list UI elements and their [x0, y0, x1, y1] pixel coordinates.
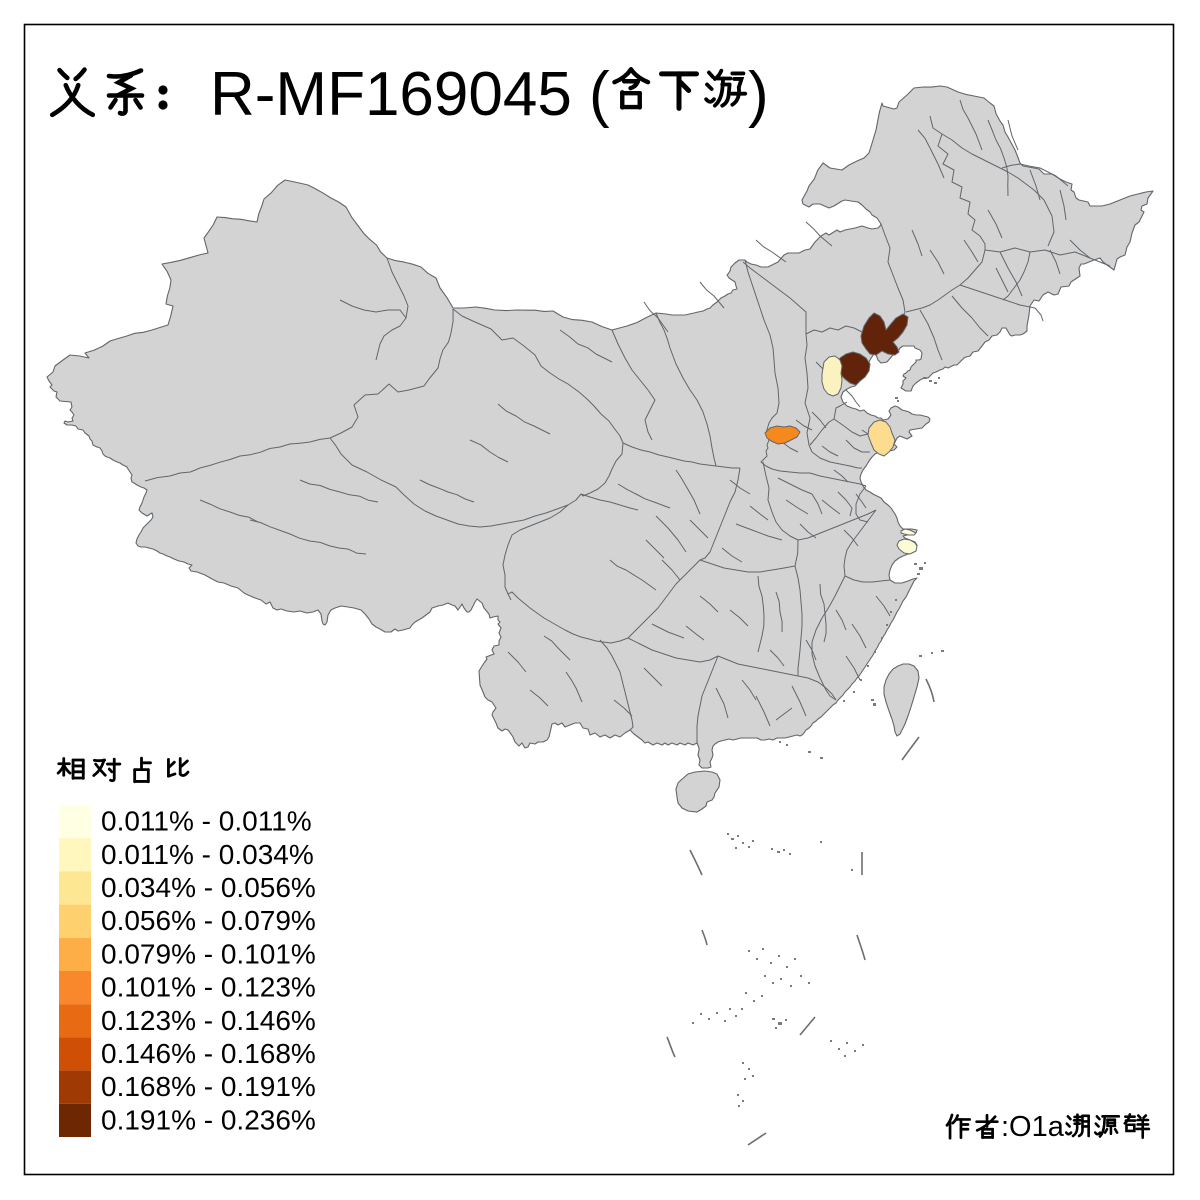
svg-text:0.056% - 0.079%: 0.056% - 0.079%: [101, 905, 316, 936]
svg-text:R-MF169045 (: R-MF169045 (: [210, 60, 610, 129]
svg-text:): ): [748, 60, 769, 129]
svg-text:0.101% - 0.123%: 0.101% - 0.123%: [101, 972, 316, 1003]
svg-text:0.168% - 0.191%: 0.168% - 0.191%: [101, 1071, 316, 1102]
svg-text:0.011% - 0.034%: 0.011% - 0.034%: [101, 839, 314, 870]
svg-text:0.191% - 0.236%: 0.191% - 0.236%: [101, 1104, 316, 1135]
svg-text:0.079% - 0.101%: 0.079% - 0.101%: [101, 938, 316, 969]
svg-text:0.123% - 0.146%: 0.123% - 0.146%: [101, 1005, 316, 1036]
svg-text::O1a: :O1a: [1001, 1111, 1065, 1143]
svg-text:0.011% - 0.011%: 0.011% - 0.011%: [101, 806, 312, 837]
svg-text:0.146% - 0.168%: 0.146% - 0.168%: [101, 1038, 316, 1069]
svg-text:0.034% - 0.056%: 0.034% - 0.056%: [101, 872, 316, 903]
